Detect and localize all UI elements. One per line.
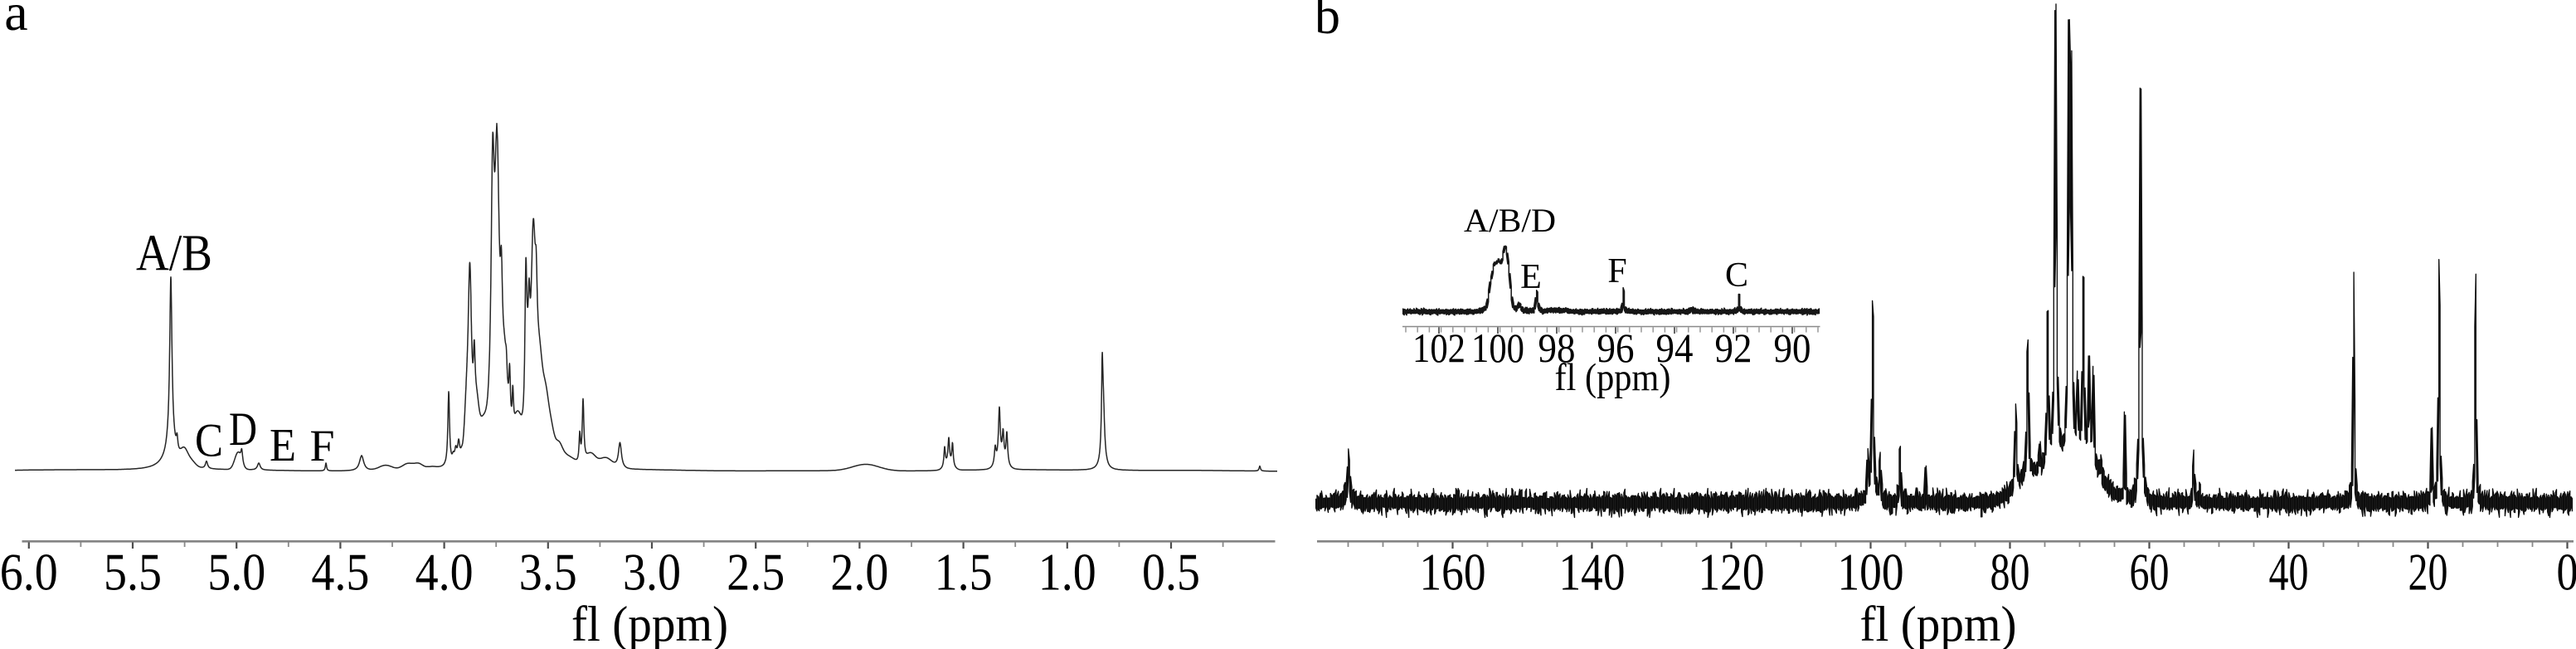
svg-text:100: 100 <box>1838 544 1904 602</box>
svg-text:60: 60 <box>2130 544 2170 602</box>
svg-text:90: 90 <box>1774 324 1811 371</box>
svg-text:92: 92 <box>1715 324 1752 371</box>
svg-text:140: 140 <box>1559 544 1626 602</box>
svg-text:5.0: 5.0 <box>207 544 265 602</box>
svg-text:C: C <box>195 415 223 467</box>
svg-text:3.5: 3.5 <box>519 544 577 602</box>
svg-text:D: D <box>229 403 257 456</box>
svg-text:80: 80 <box>1990 544 2030 602</box>
svg-text:94: 94 <box>1656 324 1694 371</box>
svg-text:0.5: 0.5 <box>1142 544 1200 602</box>
svg-text:a: a <box>4 0 27 41</box>
svg-text:b: b <box>1315 0 1340 45</box>
svg-text:E: E <box>1520 258 1542 296</box>
svg-text:160: 160 <box>1420 544 1486 602</box>
svg-text:98: 98 <box>1538 324 1576 371</box>
svg-text:0: 0 <box>2557 544 2576 602</box>
svg-text:102: 102 <box>1412 324 1465 371</box>
svg-text:5.5: 5.5 <box>104 544 162 602</box>
svg-text:E: E <box>270 420 296 471</box>
svg-text:A/B/D: A/B/D <box>1464 202 1556 239</box>
svg-text:40: 40 <box>2269 544 2309 602</box>
svg-text:2.0: 2.0 <box>830 544 888 602</box>
svg-text:120: 120 <box>1699 544 1765 602</box>
svg-text:100: 100 <box>1471 324 1524 371</box>
svg-text:1.0: 1.0 <box>1038 544 1096 602</box>
svg-text:fl (ppm): fl (ppm) <box>1860 597 2017 649</box>
svg-text:20: 20 <box>2408 544 2448 602</box>
svg-text:fl (ppm): fl (ppm) <box>1555 356 1671 399</box>
svg-text:2.5: 2.5 <box>727 544 785 602</box>
svg-text:4.5: 4.5 <box>311 544 369 602</box>
svg-text:C: C <box>1725 256 1748 295</box>
svg-text:96: 96 <box>1597 324 1635 371</box>
svg-text:F: F <box>310 421 335 471</box>
svg-text:fl (ppm): fl (ppm) <box>571 597 728 649</box>
svg-text:A/B: A/B <box>136 226 212 282</box>
svg-text:3.0: 3.0 <box>623 544 681 602</box>
svg-text:F: F <box>1607 252 1626 290</box>
svg-text:4.0: 4.0 <box>416 544 474 602</box>
svg-text:1.5: 1.5 <box>935 544 993 602</box>
svg-text:6.0: 6.0 <box>0 544 58 602</box>
